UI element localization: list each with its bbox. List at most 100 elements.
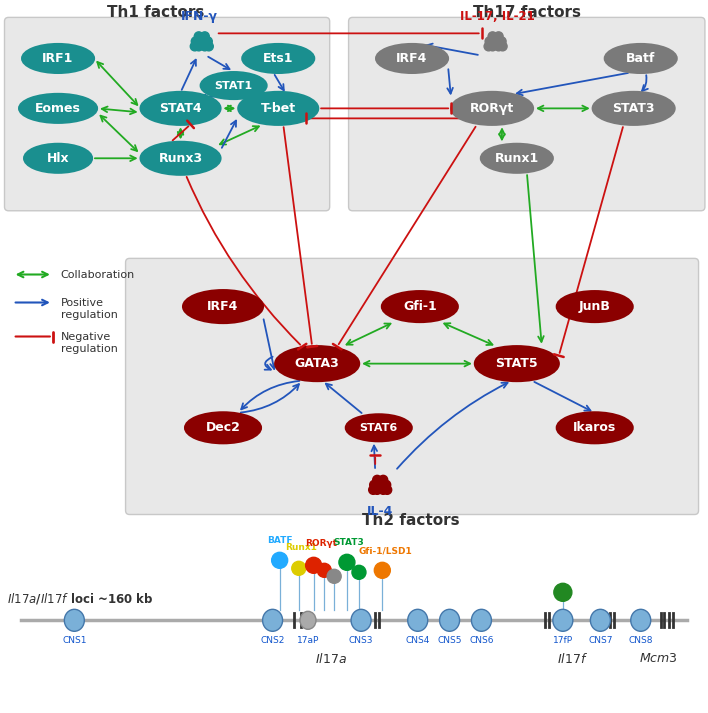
Circle shape [382, 481, 391, 489]
Text: regulation: regulation [61, 309, 118, 319]
Text: Hlx: Hlx [47, 152, 69, 165]
Circle shape [194, 32, 203, 41]
Text: Th17 factors: Th17 factors [474, 5, 581, 21]
Circle shape [488, 32, 497, 41]
Text: CNS8: CNS8 [629, 636, 653, 645]
Ellipse shape [239, 92, 318, 125]
Ellipse shape [275, 346, 359, 381]
Text: Collaboration: Collaboration [61, 270, 135, 279]
Circle shape [327, 569, 341, 583]
Text: BATF: BATF [267, 536, 292, 545]
Circle shape [375, 563, 390, 578]
Ellipse shape [200, 72, 267, 99]
Text: CNS4: CNS4 [406, 636, 430, 645]
Ellipse shape [472, 610, 491, 631]
Circle shape [379, 476, 388, 484]
Circle shape [491, 37, 500, 46]
Text: regulation: regulation [61, 344, 118, 354]
Circle shape [372, 486, 382, 494]
Circle shape [339, 554, 355, 570]
FancyBboxPatch shape [348, 17, 705, 211]
Text: Ets1: Ets1 [263, 52, 294, 65]
Text: Th1 factors: Th1 factors [107, 5, 205, 21]
Text: Runx1: Runx1 [285, 543, 317, 553]
Text: IRF4: IRF4 [207, 300, 239, 313]
FancyBboxPatch shape [4, 17, 330, 211]
Ellipse shape [263, 610, 282, 631]
Text: CNS5: CNS5 [438, 636, 462, 645]
Text: STAT3: STAT3 [333, 538, 364, 548]
Circle shape [292, 561, 306, 575]
Text: Positive: Positive [61, 297, 104, 307]
Circle shape [203, 37, 212, 46]
Text: JunB: JunB [578, 300, 611, 313]
Ellipse shape [242, 44, 314, 73]
Circle shape [194, 42, 203, 51]
Text: STAT1: STAT1 [215, 81, 253, 91]
Ellipse shape [590, 610, 610, 631]
Text: Negative: Negative [61, 332, 111, 342]
Text: CNS7: CNS7 [588, 636, 612, 645]
Circle shape [494, 32, 503, 41]
Circle shape [352, 565, 366, 579]
Text: T-bet: T-bet [261, 102, 296, 115]
Text: RORγt: RORγt [304, 539, 337, 548]
Ellipse shape [19, 94, 97, 123]
Ellipse shape [475, 346, 559, 381]
Circle shape [372, 476, 382, 484]
Ellipse shape [605, 44, 677, 73]
Circle shape [191, 37, 200, 46]
Text: STAT3: STAT3 [612, 102, 655, 115]
Ellipse shape [556, 412, 633, 443]
Ellipse shape [141, 142, 220, 175]
Ellipse shape [451, 92, 533, 125]
Text: 17fP: 17fP [553, 636, 573, 645]
Text: STAT6: STAT6 [360, 423, 398, 433]
Text: STAT5: STAT5 [496, 357, 538, 370]
Ellipse shape [376, 44, 448, 73]
Text: Gfi-1/LSD1: Gfi-1/LSD1 [359, 546, 413, 555]
Circle shape [484, 42, 493, 51]
Circle shape [200, 32, 210, 41]
Ellipse shape [556, 291, 633, 322]
Text: $\it{Il17a}$: $\it{Il17a}$ [315, 652, 348, 667]
Text: $\it{Il17f}$: $\it{Il17f}$ [556, 652, 588, 667]
Ellipse shape [185, 412, 261, 443]
Ellipse shape [408, 610, 428, 631]
Text: Th2 factors: Th2 factors [362, 513, 459, 528]
Circle shape [205, 42, 213, 51]
Ellipse shape [300, 611, 316, 630]
Text: Gfi-1: Gfi-1 [403, 300, 437, 313]
Ellipse shape [24, 144, 92, 173]
Text: Runx1: Runx1 [495, 152, 539, 165]
Ellipse shape [351, 610, 371, 631]
Circle shape [485, 37, 494, 46]
Text: Batf: Batf [626, 52, 656, 65]
Text: $\it{Il17a}$/$\it{Il17f}$ loci ~160 kb: $\it{Il17a}$/$\it{Il17f}$ loci ~160 kb [7, 591, 154, 607]
Circle shape [317, 563, 331, 578]
Text: CNS3: CNS3 [349, 636, 373, 645]
Ellipse shape [22, 44, 94, 73]
Circle shape [198, 37, 206, 46]
Circle shape [554, 583, 572, 601]
Ellipse shape [593, 92, 675, 125]
Ellipse shape [346, 414, 412, 441]
Circle shape [497, 37, 506, 46]
Text: IRF1: IRF1 [42, 52, 74, 65]
Circle shape [376, 481, 384, 489]
Circle shape [369, 486, 377, 494]
Circle shape [494, 42, 503, 51]
Circle shape [383, 486, 392, 494]
Ellipse shape [631, 610, 651, 631]
Text: CNS2: CNS2 [261, 636, 285, 645]
Circle shape [370, 481, 379, 489]
Circle shape [306, 558, 321, 573]
Text: IL-17, IL-21: IL-17, IL-21 [460, 11, 535, 24]
Text: CNS1: CNS1 [62, 636, 86, 645]
Ellipse shape [64, 610, 84, 631]
Ellipse shape [481, 144, 553, 173]
Ellipse shape [141, 92, 220, 125]
Circle shape [272, 553, 287, 568]
Circle shape [200, 42, 210, 51]
Text: IL-4: IL-4 [367, 505, 394, 518]
